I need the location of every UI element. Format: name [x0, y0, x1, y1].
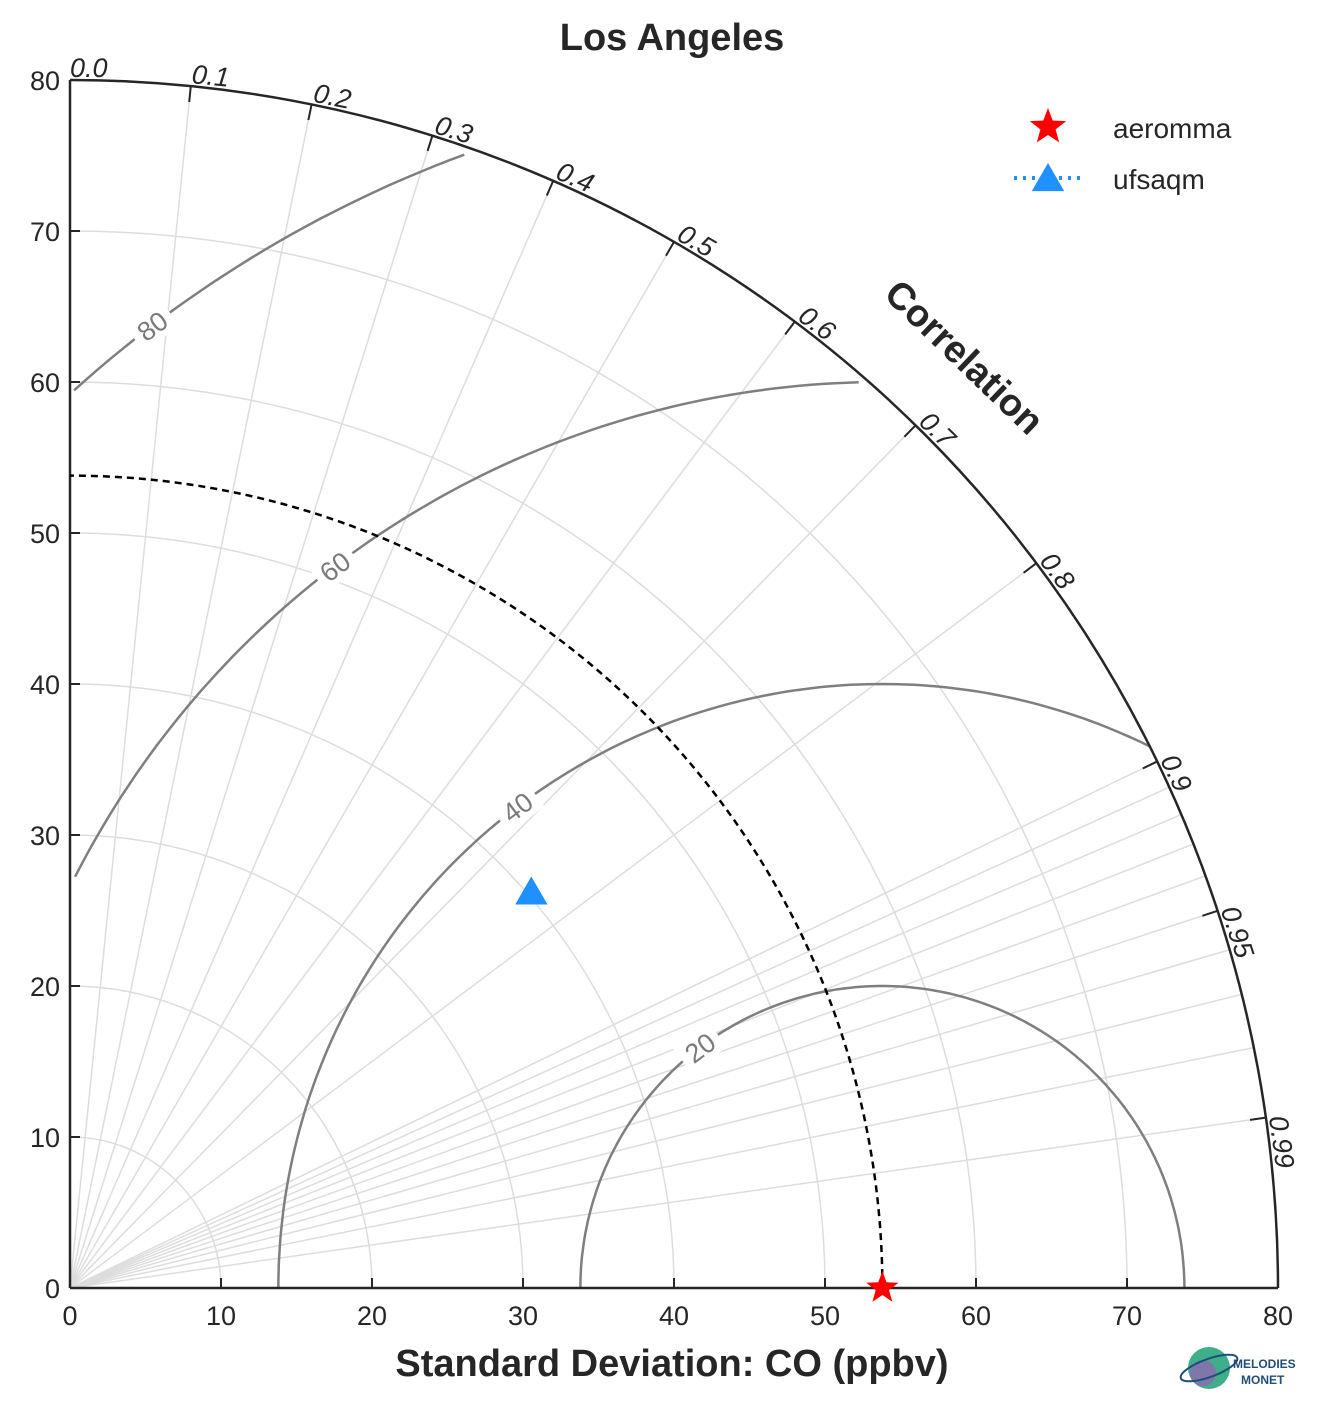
correlation-grid-line	[69, 241, 675, 1289]
correlation-tick-label: 0.99	[1263, 1114, 1300, 1170]
y-tick-label: 0	[45, 1274, 60, 1304]
correlation-tick-label: 0.5	[672, 218, 720, 263]
correlation-grid-line	[69, 180, 554, 1289]
correlation-tick-mark	[307, 104, 313, 121]
correlation-tick-mark	[1022, 562, 1038, 574]
x-tick-label: 20	[357, 1301, 387, 1331]
rmse-label-bg	[307, 540, 362, 593]
correlation-grid-line	[69, 949, 1230, 1289]
x-tick-label: 0	[62, 1301, 77, 1331]
y-tick-label: 70	[30, 217, 60, 247]
x-axis-label: Standard Deviation: CO (ppbv)	[395, 1343, 948, 1385]
y-tick-label: 80	[30, 66, 60, 96]
data-point-ufsaqm	[515, 876, 548, 905]
logo-text-line2: MONET	[1241, 1373, 1285, 1387]
y-tick-label: 40	[30, 670, 60, 700]
correlation-tick-label: 0.8	[1034, 547, 1081, 595]
rmse-contour-80	[73, 153, 465, 392]
x-tick-label: 70	[1112, 1301, 1142, 1331]
legend-label-ufsaqm: ufsaqm	[1113, 164, 1205, 195]
data-points	[515, 876, 899, 1302]
legend-marker-ufsaqm	[1031, 163, 1065, 192]
correlation-grid-line	[69, 843, 1194, 1289]
correlation-grid-line	[69, 321, 796, 1289]
reference-arc	[69, 474, 884, 1289]
y-tick-label: 20	[30, 972, 60, 1002]
std-grid-arc	[69, 381, 977, 1289]
correlation-tick-mark	[665, 241, 675, 257]
correlation-grid-line	[69, 135, 434, 1289]
correlation-tick-label: 0.6	[793, 300, 842, 347]
y-tick-label: 50	[30, 519, 60, 549]
correlation-tick-mark	[784, 321, 796, 335]
rmse-label-bg	[490, 780, 545, 833]
correlation-tick-label: 0.1	[191, 59, 231, 93]
correlation-tick-mark	[426, 135, 434, 152]
correlation-tick-mark	[545, 180, 555, 196]
legend-marker-aeromma	[1029, 108, 1067, 143]
correlation-grid-line	[69, 1116, 1267, 1289]
std-grid-arc	[69, 532, 826, 1289]
correlation-tick-label: 0.0	[70, 53, 108, 83]
correlation-grid-line	[69, 104, 313, 1289]
std-grid-arc	[69, 1136, 222, 1289]
correlation-tick-label: 0.2	[311, 78, 354, 115]
correlation-grid-line	[69, 1046, 1254, 1289]
correlation-grid-line	[69, 85, 192, 1289]
rmse-contour-40	[277, 682, 1151, 1288]
correlation-grid-line	[69, 993, 1242, 1289]
correlation-tick-mark	[188, 85, 192, 103]
std-grid-arc	[69, 834, 524, 1289]
x-tick-label: 80	[1263, 1301, 1293, 1331]
x-tick-label: 40	[659, 1301, 689, 1331]
outer-correlation-arc	[69, 78, 1280, 1289]
correlation-grid-line	[69, 786, 1170, 1289]
chart-title: Los Angeles	[560, 17, 785, 59]
orbit-icon	[1179, 1353, 1239, 1383]
x-tick-label: 30	[508, 1301, 538, 1331]
logo: MELODIES MONET	[1179, 1347, 1296, 1389]
correlation-tick-mark	[903, 424, 917, 438]
correlation-grid-line	[69, 760, 1158, 1289]
correlation-tick-mark	[1249, 1116, 1267, 1121]
correlation-tick-mark	[1142, 760, 1158, 770]
correlation-tick-label: 0.95	[1215, 902, 1260, 962]
rmse-contour-20	[579, 984, 1186, 1288]
correlation-tick-label: 0.9	[1154, 750, 1197, 797]
correlation-grid-line	[69, 562, 1037, 1289]
correlation-grid-line	[69, 875, 1206, 1289]
correlation-tick-label: 0.3	[431, 110, 476, 150]
reference-std-arc	[69, 474, 884, 1289]
correlation-tick-label: 0.4	[552, 156, 598, 199]
logo-text-line1: MELODIES	[1233, 1357, 1296, 1371]
grid-layer	[69, 85, 1267, 1289]
x-tick-label: 60	[961, 1301, 991, 1331]
std-grid-arc	[69, 683, 675, 1289]
legend-label-aeromma: aeromma	[1113, 113, 1232, 144]
correlation-tick-mark	[1202, 909, 1218, 917]
correlation-tick-label: 0.7	[913, 406, 962, 454]
legend: aeromma ufsaqm	[1014, 108, 1232, 195]
std-grid-arc	[69, 985, 373, 1289]
correlation-grid-line	[69, 910, 1218, 1289]
x-tick-label: 50	[810, 1301, 840, 1331]
rmse-label-bg	[672, 1021, 728, 1074]
rmse-contour-60	[73, 381, 859, 878]
correlation-grid-line	[69, 424, 917, 1289]
data-point-aeromma	[866, 1271, 899, 1302]
rmse-label-bg	[124, 299, 180, 352]
correlation-grid-line	[69, 813, 1182, 1289]
y-tick-label: 30	[30, 821, 60, 851]
x-tick-label: 10	[206, 1301, 236, 1331]
y-tick-label: 60	[30, 368, 60, 398]
y-tick-label: 10	[30, 1123, 60, 1153]
globe-icon-shade	[1190, 1360, 1216, 1386]
correlation-axis-title: Correlation	[876, 272, 1051, 443]
